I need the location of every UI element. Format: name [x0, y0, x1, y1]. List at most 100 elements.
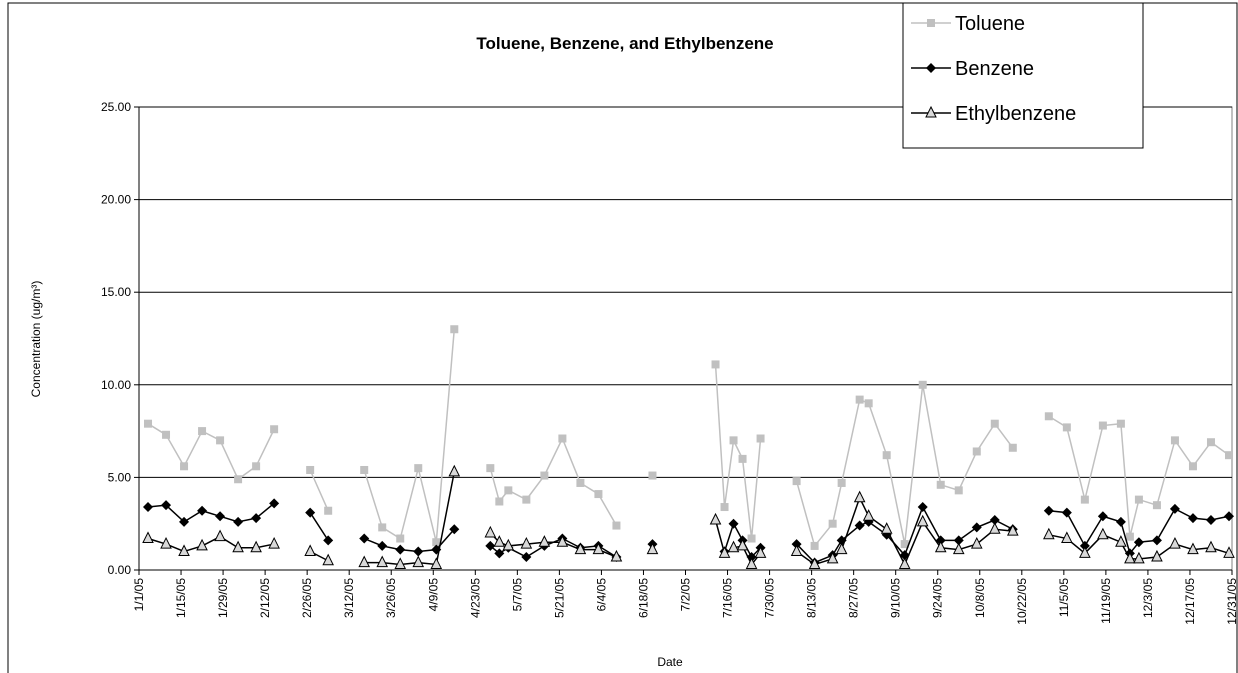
x-tick-label: 5/7/05 — [510, 578, 524, 612]
marker — [495, 497, 504, 506]
marker — [360, 465, 369, 474]
x-tick-label: 7/2/05 — [679, 578, 693, 612]
marker — [216, 436, 225, 445]
x-tick-label: 4/23/05 — [468, 578, 482, 618]
x-tick-label: 8/13/05 — [805, 578, 819, 618]
marker — [1080, 495, 1089, 504]
marker — [1044, 412, 1053, 421]
marker — [574, 542, 587, 555]
marker — [323, 535, 334, 546]
marker — [1151, 549, 1163, 562]
marker — [1043, 527, 1055, 540]
y-tick-label: 0.00 — [108, 563, 132, 577]
x-axis-title: Date — [657, 655, 683, 669]
marker — [610, 549, 623, 562]
marker — [900, 540, 909, 549]
marker — [196, 538, 208, 551]
marker — [252, 462, 261, 471]
x-tick-label: 12/3/05 — [1141, 578, 1155, 618]
marker — [233, 516, 244, 527]
marker — [954, 486, 963, 495]
x-tick-label: 7/16/05 — [721, 578, 735, 618]
x-tick-label: 8/27/05 — [847, 578, 861, 618]
marker — [709, 512, 722, 525]
marker — [828, 519, 837, 528]
marker — [160, 536, 172, 549]
marker — [376, 555, 389, 568]
marker — [1006, 523, 1019, 536]
marker — [754, 546, 767, 558]
x-tick-label: 6/4/05 — [594, 578, 608, 612]
marker — [970, 536, 983, 549]
marker — [378, 523, 387, 532]
legend-box — [902, 2, 1144, 149]
marker — [1169, 503, 1180, 514]
x-tick-label: 11/5/05 — [1057, 578, 1071, 617]
marker — [449, 524, 460, 535]
marker — [1124, 551, 1136, 564]
marker — [808, 557, 821, 569]
x-tick-label: 1/1/05 — [132, 578, 146, 612]
marker — [727, 540, 740, 553]
marker — [1133, 551, 1145, 564]
marker — [1097, 511, 1108, 522]
marker — [178, 544, 190, 556]
x-tick-label: 12/31/05 — [1225, 578, 1238, 625]
marker — [198, 427, 207, 436]
marker — [747, 534, 756, 543]
marker — [1152, 501, 1161, 510]
marker — [324, 506, 333, 515]
marker — [161, 500, 172, 511]
marker — [250, 540, 262, 553]
marker — [1169, 536, 1181, 549]
y-axis-title: Concentration (ug/m³) — [29, 281, 43, 398]
marker — [720, 503, 729, 512]
marker — [538, 535, 551, 547]
marker — [558, 434, 567, 443]
marker — [862, 509, 875, 521]
marker — [521, 552, 532, 563]
y-tick-label: 5.00 — [108, 470, 132, 484]
y-tick-label: 20.00 — [101, 193, 131, 207]
marker — [179, 516, 190, 527]
marker — [990, 419, 999, 428]
marker — [1061, 507, 1072, 518]
marker — [729, 436, 738, 445]
marker — [485, 540, 496, 551]
marker — [232, 540, 244, 553]
marker — [790, 544, 803, 556]
marker — [882, 451, 891, 460]
marker — [855, 395, 864, 404]
marker — [745, 557, 758, 569]
marker — [1170, 436, 1179, 445]
x-tick-label: 3/12/05 — [342, 578, 356, 618]
marker — [952, 542, 965, 555]
marker — [718, 546, 731, 558]
marker — [1223, 511, 1234, 522]
marker — [322, 553, 334, 566]
marker — [1151, 535, 1162, 546]
marker — [837, 478, 846, 487]
marker — [1223, 546, 1235, 558]
marker — [486, 464, 495, 473]
marker — [1205, 540, 1217, 553]
marker — [1097, 527, 1109, 540]
marker — [934, 540, 947, 553]
marker — [396, 534, 405, 543]
marker — [918, 380, 927, 389]
marker — [143, 502, 154, 513]
marker — [251, 513, 262, 524]
marker — [359, 533, 370, 544]
x-tick-label: 11/19/05 — [1099, 578, 1113, 624]
marker — [936, 480, 945, 489]
legend-label: Toluene — [955, 13, 1025, 35]
marker — [792, 477, 801, 486]
marker — [1098, 421, 1107, 430]
marker — [1133, 537, 1144, 548]
marker — [594, 490, 603, 499]
marker — [1125, 532, 1134, 541]
marker — [1115, 535, 1127, 547]
x-tick-label: 1/29/05 — [216, 578, 230, 618]
marker — [791, 539, 802, 550]
marker — [494, 548, 505, 559]
